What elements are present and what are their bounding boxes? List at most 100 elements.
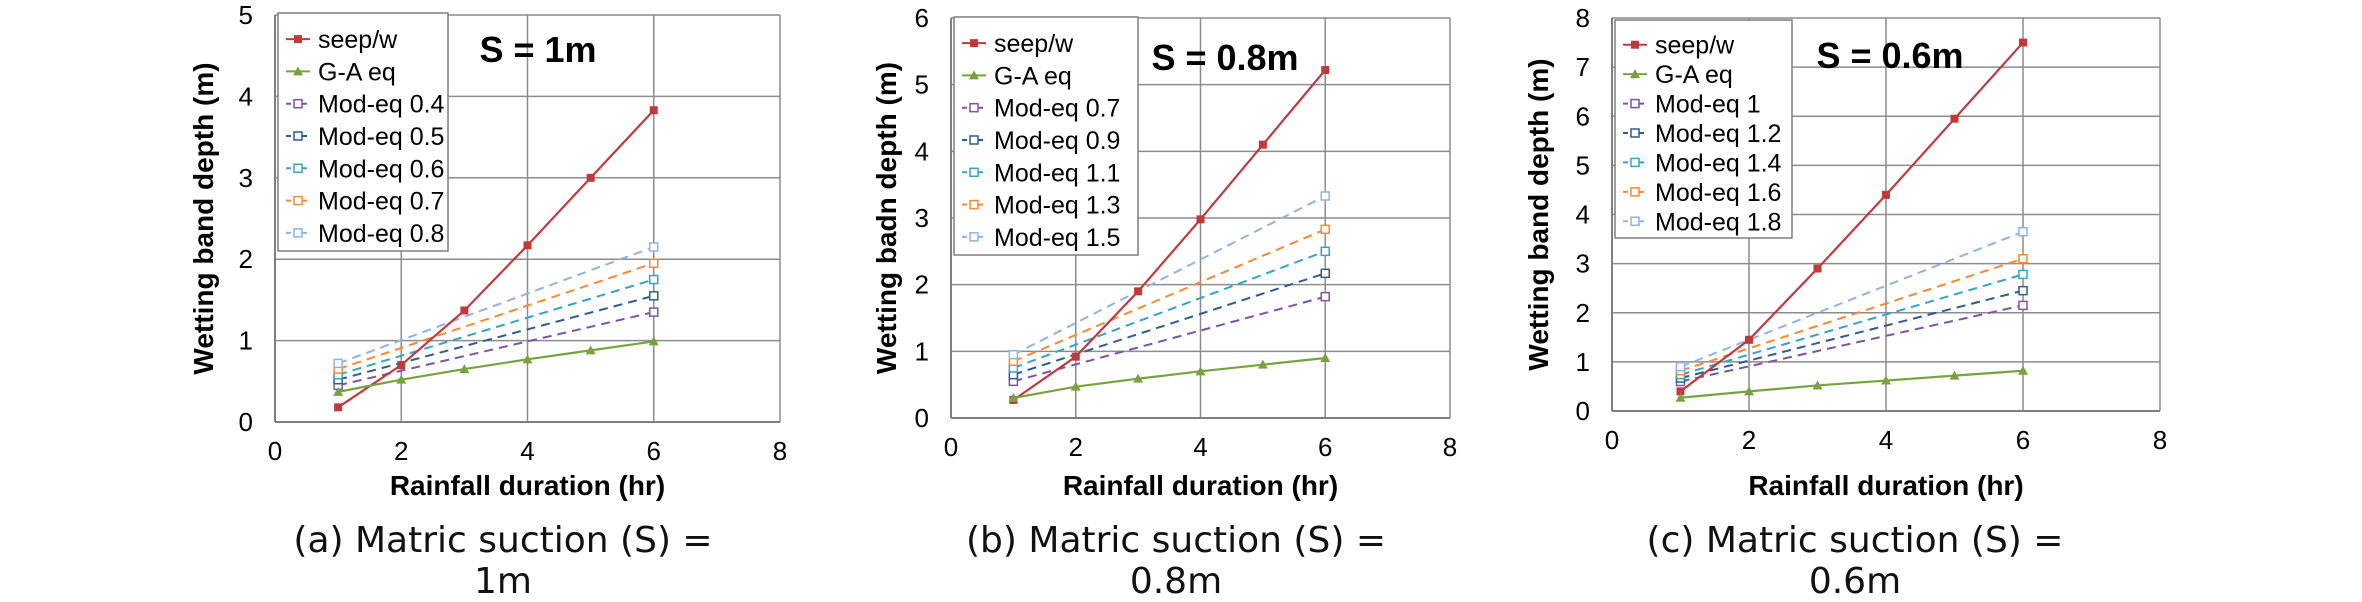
data-point [1744,386,1754,396]
y-tick-label: 4 [1576,200,1590,230]
series-mod-eq-1-5 [1008,191,1330,360]
legend-swatch-marker [293,228,303,238]
y-tick-label: 3 [1576,249,1590,279]
legend-swatch-marker [969,199,979,210]
data-point [1320,291,1330,302]
series-line [337,262,655,371]
x-tick-label: 2 [1742,425,1756,455]
series-line [1013,272,1326,376]
y-tick-label: 1 [915,336,929,366]
y-tick-label: 4 [915,136,929,166]
chart-a: 0 1 2 3 4 5 0 2 4 6 8 Rainfall duration (hr) Wetting… [188,0,787,501]
x-tick-label: 8 [773,436,787,466]
legend-swatch-marker [969,232,979,242]
data-point [2018,285,2028,296]
series-mod-eq-1-1 [1008,246,1330,373]
legend-swatch-marker [1630,98,1640,109]
data-point [1070,381,1081,391]
series-seep-w [334,106,658,412]
data-point [333,386,344,396]
legend-swatch-marker [293,66,303,76]
data-point [586,173,595,182]
legend-label: Mod-eq 0.7 [318,188,444,216]
y-tick-label: 8 [1576,3,1590,33]
legend-swatch-marker [970,39,978,48]
y-tick-label: 0 [239,407,253,437]
series-line [1012,195,1326,356]
data-point [2018,365,2028,375]
y-tick-label: 0 [915,403,929,433]
data-point [649,307,659,317]
legend-swatch-marker [293,195,303,206]
series-mod-eq-0-9 [1008,268,1330,380]
y-tick-label: 3 [239,163,253,193]
legend: seep/w G-A eq Mod-eq 0.7 Mod-eq 0.9 Mod-eq 1… [953,16,1139,256]
y-tick-label: 4 [239,81,253,111]
series-line [337,311,654,387]
y-axis-label: Wetting badn depth (m) [871,62,902,374]
series-line [1013,295,1326,383]
series-seep-w [1676,38,2027,396]
data-point [1320,353,1331,362]
x-tick-label: 4 [520,436,534,466]
y-tick-label: 1 [1576,347,1590,377]
chart-panel-a: 0 1 2 3 4 5 0 2 4 6 8 Rainfall duration (hr) Wetting… [188,0,2167,501]
x-tick-label: 2 [1069,432,1083,462]
series-line [1680,304,2024,383]
data-point [585,345,596,355]
data-point [333,358,343,369]
y-tick-label: 2 [915,270,929,300]
series-line [1012,69,1327,401]
series-line [1012,228,1326,363]
legend-swatch-marker [969,102,979,113]
legend-swatch-marker [969,70,979,80]
legend-label: Mod-eq 0.4 [318,91,445,119]
data-point [1258,140,1267,149]
data-point [1320,191,1330,201]
x-tick-label: 4 [1879,425,1893,455]
data-point [1134,287,1143,296]
series-g-a-eq [1008,353,1331,402]
chart-title: S = 1m [479,29,596,70]
data-point [2018,300,2028,311]
series-line [337,294,655,381]
x-tick-label: 0 [944,432,958,462]
x-tick-label: 6 [1318,432,1332,462]
x-axis-label: Rainfall duration (hr) [1063,470,1338,501]
series-line [1013,356,1326,400]
series-line [1679,41,2024,393]
y-axis-label: Wetting band depth (m) [1523,58,1554,370]
data-point [1320,268,1330,279]
legend-label: Mod-eq 1.1 [994,159,1120,187]
figure: 0 1 2 3 4 5 0 2 4 6 8 Rainfall duration (hr) Wetting… [188,0,2167,602]
series-line [1680,273,2024,376]
legend-box [277,12,449,252]
data-point [522,354,533,364]
series-mod-eq-0-8 [333,242,659,369]
legend-box [1614,19,1793,239]
caption-b: (b) Matric suction (S) = 0.8m [966,520,1386,602]
data-point [2018,226,2028,237]
y-tick-label: 6 [1576,101,1590,131]
series-line [337,109,655,409]
data-point [649,106,658,115]
legend-label: seep/w [994,30,1074,58]
caption-c: (c) Matric suction (S) = 0.6m [1646,520,2064,602]
x-axis-label: Rainfall duration (hr) [1748,470,2023,501]
legend-label: Mod-eq 1.3 [994,192,1120,220]
data-point [1950,114,1959,123]
legend-swatch-marker [293,131,303,141]
data-point [1813,264,1822,273]
legend-label: Mod-eq 0.8 [318,220,444,248]
x-tick-label: 6 [647,436,661,466]
data-point [1812,380,1823,390]
series-mod-eq-0-7 [1008,291,1330,387]
data-point [2019,38,2027,47]
legend-swatch-marker [1630,216,1640,227]
data-point [1320,246,1330,257]
data-point [1071,352,1080,361]
legend: seep/w G-A eq Mod-eq 0.4 Mod-eq 0.5 Mod-eq 0… [277,12,449,252]
legend-label: G-A eq [1655,61,1733,89]
data-point [1196,215,1205,224]
